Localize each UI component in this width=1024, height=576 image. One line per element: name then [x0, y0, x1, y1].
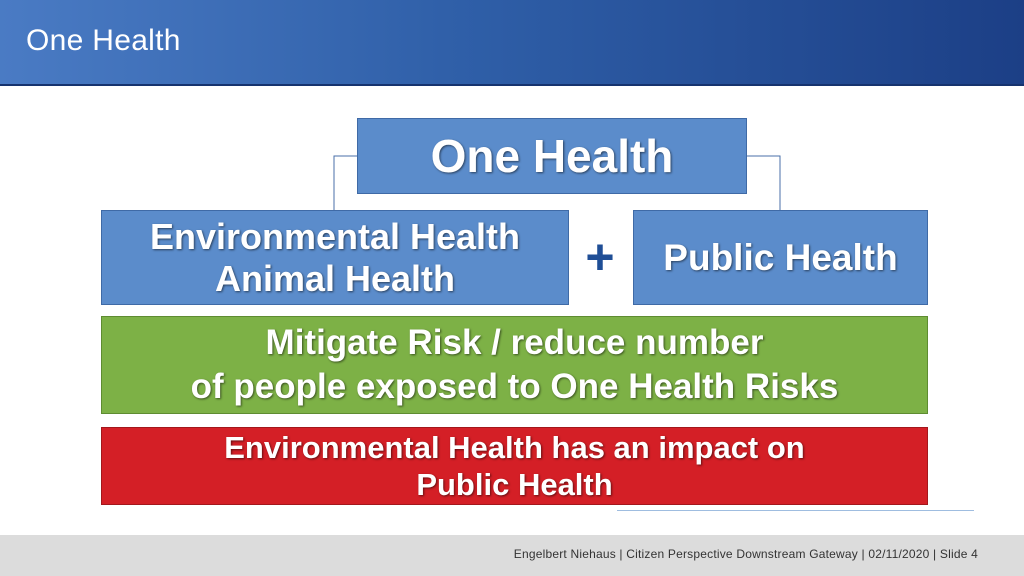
mitigate-line-2: of people exposed to One Health Risks: [190, 367, 839, 406]
impact-box: Environmental Health has an impact on Pu…: [101, 427, 928, 505]
mitigate-risk-box: Mitigate Risk / reduce number of people …: [101, 316, 928, 414]
public-health-label: Public Health: [663, 236, 898, 278]
right-connector: [747, 155, 781, 210]
footer-text: Engelbert Niehaus | Citizen Perspective …: [513, 547, 978, 561]
impact-line-2: Public Health: [416, 467, 613, 502]
footer-divider: [617, 510, 974, 511]
one-health-box: One Health: [357, 118, 747, 194]
animal-health-label: Animal Health: [214, 257, 456, 299]
slide-footer: Engelbert Niehaus | Citizen Perspective …: [0, 535, 1024, 576]
plus-icon: +: [585, 229, 615, 285]
environmental-health-label: Environmental Health: [149, 215, 521, 257]
environmental-animal-health-box: Environmental Health Animal Health: [101, 210, 569, 305]
one-health-label: One Health: [430, 130, 674, 182]
slide-header: One Health: [0, 0, 1024, 86]
public-health-box: Public Health: [633, 210, 928, 305]
impact-line-1: Environmental Health has an impact on: [224, 430, 805, 465]
slide-title: One Health: [26, 24, 181, 57]
left-connector: [333, 155, 357, 210]
mitigate-line-1: Mitigate Risk / reduce number: [265, 323, 764, 362]
